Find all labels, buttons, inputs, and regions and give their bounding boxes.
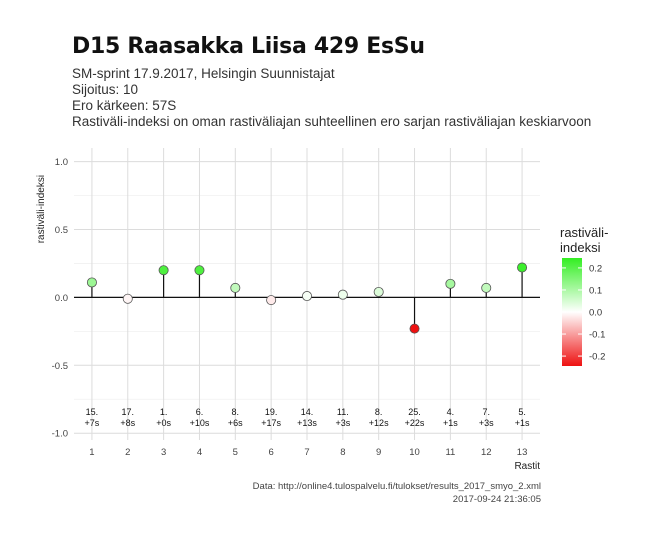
data-point bbox=[373, 286, 384, 297]
y-axis-title: rastiväli-indeksi bbox=[36, 175, 47, 243]
point-label-diff: +17s bbox=[261, 418, 281, 428]
data-point bbox=[445, 278, 456, 289]
x-tick-label: 6 bbox=[269, 447, 274, 458]
legend-tick-label: -0.1 bbox=[589, 330, 605, 341]
legend-title-line-2: indeksi bbox=[560, 240, 601, 255]
point-label-diff: +3s bbox=[335, 418, 350, 428]
data-point bbox=[230, 282, 241, 293]
y-tick-label: 0.5 bbox=[55, 225, 68, 236]
data-source: Data: http://online4.tulospalvelu.fi/tul… bbox=[252, 481, 541, 492]
point-label-rank: 8. bbox=[232, 407, 240, 417]
point-label-diff: +22s bbox=[405, 418, 425, 428]
x-tick-label: 2 bbox=[125, 447, 130, 458]
timestamp: 2017-09-24 21:36:05 bbox=[452, 494, 541, 505]
y-tick-label: -1.0 bbox=[52, 429, 68, 440]
point-label-rank: 14. bbox=[301, 407, 314, 417]
point-label-rank: 8. bbox=[375, 407, 383, 417]
subtitle-description: Rastiväli-indeksi on oman rastiväliajan … bbox=[72, 114, 592, 129]
x-axis-title: Rastit bbox=[514, 461, 540, 472]
data-point bbox=[409, 323, 420, 334]
x-tick-label: 10 bbox=[409, 447, 420, 458]
subtitle-placement: Sijoitus: 10 bbox=[72, 82, 139, 97]
data-point bbox=[337, 289, 348, 300]
legend-tick-label: 0.1 bbox=[589, 285, 602, 296]
point-label-diff: +10s bbox=[190, 418, 210, 428]
point-label-diff: +6s bbox=[228, 418, 243, 428]
data-point bbox=[266, 295, 277, 306]
point-label-rank: 15. bbox=[86, 407, 99, 417]
chart-title: D15 Raasakka Liisa 429 EsSu bbox=[72, 34, 425, 59]
legend-tick-label: 0.0 bbox=[589, 308, 602, 319]
point-label-diff: +0s bbox=[156, 418, 171, 428]
point-label-rank: 6. bbox=[196, 407, 204, 417]
legend-tick-label: 0.2 bbox=[589, 263, 602, 274]
point-label-diff: +12s bbox=[369, 418, 389, 428]
legend-title-line-1: rastiväli- bbox=[560, 225, 608, 240]
x-tick-label: 5 bbox=[233, 447, 238, 458]
point-label-diff: +1s bbox=[515, 418, 530, 428]
subtitle-gap: Ero kärkeen: 57S bbox=[72, 98, 177, 113]
data-point bbox=[301, 291, 312, 302]
x-tick-label: 7 bbox=[304, 447, 309, 458]
point-label-diff: +3s bbox=[479, 418, 494, 428]
point-label-diff: +8s bbox=[120, 418, 135, 428]
data-point bbox=[158, 265, 169, 276]
x-tick-label: 8 bbox=[340, 447, 345, 458]
point-label-rank: 5. bbox=[518, 407, 526, 417]
data-point bbox=[122, 293, 133, 304]
point-label-rank: 25. bbox=[408, 407, 421, 417]
x-tick-label: 4 bbox=[197, 447, 202, 458]
point-label-rank: 1. bbox=[160, 407, 168, 417]
x-tick-label: 3 bbox=[161, 447, 166, 458]
y-tick-label: 1.0 bbox=[55, 157, 68, 168]
data-point bbox=[194, 265, 205, 276]
x-tick-label: 11 bbox=[445, 447, 455, 458]
point-label-rank: 7. bbox=[482, 407, 490, 417]
point-label-diff: +1s bbox=[443, 418, 458, 428]
data-point bbox=[86, 277, 97, 288]
x-tick-label: 9 bbox=[376, 447, 381, 458]
point-label-rank: 19. bbox=[265, 407, 278, 417]
point-label-rank: 11. bbox=[337, 407, 349, 417]
point-label-diff: +13s bbox=[297, 418, 317, 428]
x-tick-label: 1 bbox=[89, 447, 94, 458]
y-tick-label: 0.0 bbox=[55, 293, 68, 304]
point-label-rank: 4. bbox=[447, 407, 455, 417]
legend-tick-label: -0.2 bbox=[589, 352, 605, 363]
point-label-diff: +7s bbox=[85, 418, 100, 428]
point-label-rank: 17. bbox=[122, 407, 135, 417]
subtitle-event: SM-sprint 17.9.2017, Helsingin Suunnista… bbox=[72, 66, 335, 81]
x-tick-label: 12 bbox=[481, 447, 492, 458]
data-point bbox=[517, 262, 528, 273]
data-point bbox=[481, 282, 492, 293]
legend-colorbar bbox=[562, 258, 582, 366]
x-tick-label: 13 bbox=[517, 447, 528, 458]
y-tick-label: -0.5 bbox=[52, 361, 68, 372]
